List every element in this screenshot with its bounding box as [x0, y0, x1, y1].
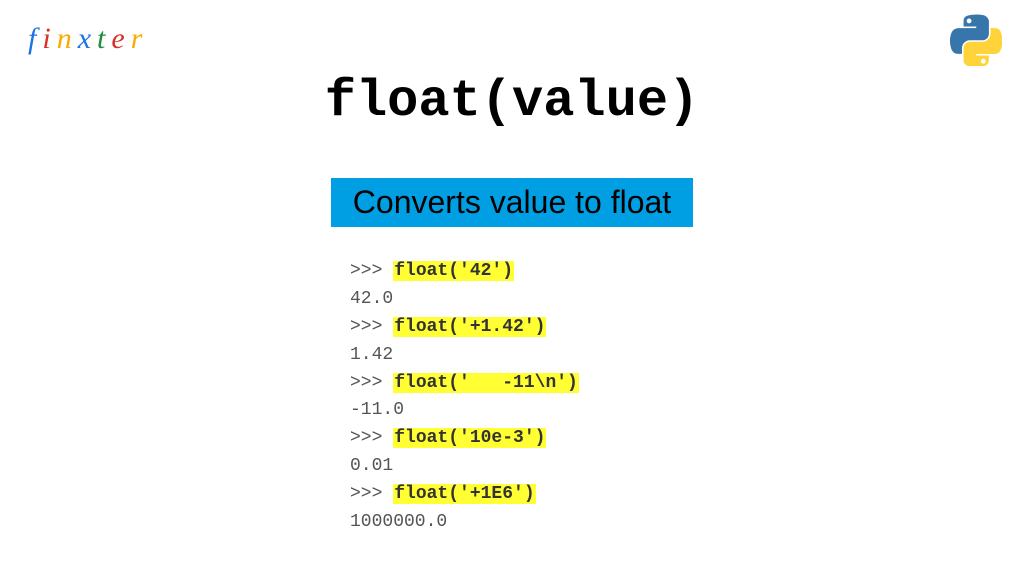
highlighted-call: float('+1E6') [393, 484, 535, 504]
repl-prompt: >>> [350, 484, 393, 504]
repl-prompt: >>> [350, 317, 393, 337]
logo-letter: i [42, 22, 56, 56]
code-output-line: -11.0 [350, 397, 579, 425]
code-input-line: >>> float(' -11\n') [350, 370, 579, 398]
repl-prompt: >>> [350, 428, 393, 448]
code-input-line: >>> float('10e-3') [350, 425, 579, 453]
code-input-line: >>> float('42') [350, 258, 579, 286]
logo-letter: t [97, 22, 111, 56]
highlighted-call: float(' -11\n') [393, 373, 579, 393]
finxter-logo: finxter [28, 22, 148, 56]
repl-prompt: >>> [350, 261, 393, 281]
repl-prompt: >>> [350, 373, 393, 393]
logo-letter: n [57, 22, 78, 56]
code-output-line: 1000000.0 [350, 509, 579, 537]
page-title: float(value) [0, 72, 1024, 131]
subtitle-banner: Converts value to float [331, 178, 693, 227]
code-output-line: 42.0 [350, 286, 579, 314]
code-example-block: >>> float('42')42.0>>> float('+1.42')1.4… [350, 258, 579, 537]
highlighted-call: float('42') [393, 261, 514, 281]
code-output-line: 0.01 [350, 453, 579, 481]
logo-letter: r [131, 22, 149, 56]
python-logo-icon [950, 14, 1002, 66]
logo-letter: x [78, 22, 97, 56]
highlighted-call: float('10e-3') [393, 428, 546, 448]
code-input-line: >>> float('+1.42') [350, 314, 579, 342]
highlighted-call: float('+1.42') [393, 317, 546, 337]
code-output-line: 1.42 [350, 342, 579, 370]
code-input-line: >>> float('+1E6') [350, 481, 579, 509]
logo-letter: f [28, 22, 42, 56]
logo-letter: e [111, 22, 130, 56]
subtitle-container: Converts value to float [0, 178, 1024, 227]
